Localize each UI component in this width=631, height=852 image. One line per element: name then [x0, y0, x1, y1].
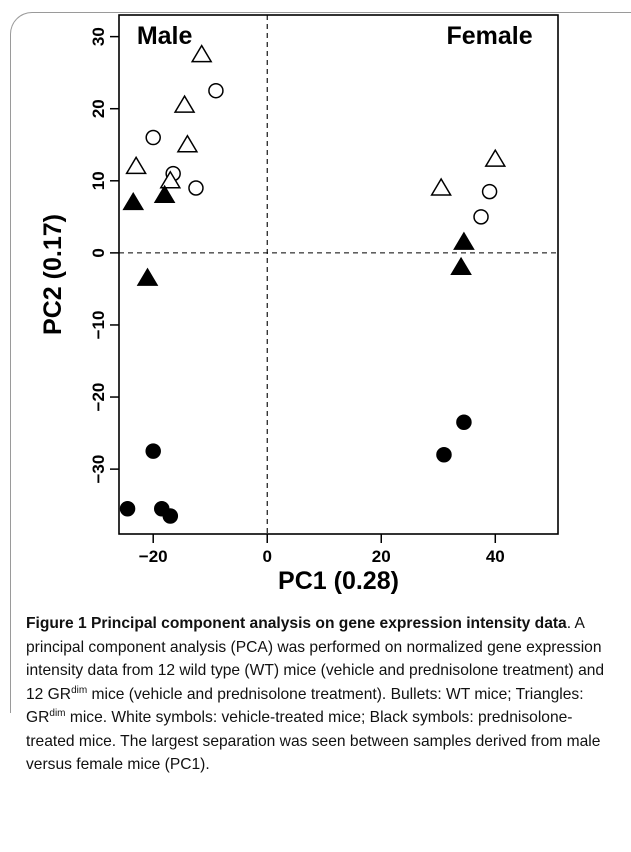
open-circle-point: [188, 180, 204, 196]
filled-circle-point: [456, 414, 472, 431]
figure-frame: [10, 12, 631, 713]
filled-triangle-point: [453, 231, 475, 250]
x-tick-label: 0: [262, 547, 271, 566]
open-triangle-point: [176, 134, 199, 153]
plot-box: [118, 14, 559, 535]
open-triangle-point: [125, 155, 147, 175]
open-circle-point: [208, 82, 224, 99]
y-axis-label: PC2 (0.17): [39, 214, 67, 335]
filled-circle-point: [436, 446, 452, 463]
caption-sup-1: dim: [71, 684, 88, 696]
filled-triangle-point: [122, 191, 145, 211]
plot-layer: −20 0 20 40 −30 −20 −10 0 10 20 30 PC1 (0.28) PC2 (0…: [39, 14, 559, 595]
y-tick-label: −20: [89, 383, 108, 412]
panel-annotation-male: Male: [137, 22, 193, 50]
panel-annotation-female: Female: [446, 22, 532, 50]
filled-circle-point: [162, 508, 179, 524]
y-tick-label: 30: [89, 27, 108, 46]
open-circle-point: [145, 129, 161, 146]
figure-caption: Figure 1 Principal component analysis on…: [26, 612, 618, 777]
x-tick-label: 20: [372, 547, 391, 566]
open-circle-point: [481, 183, 498, 200]
open-triangle-point: [173, 94, 196, 113]
x-tick-label: −20: [139, 547, 168, 566]
open-triangle-point: [159, 170, 182, 189]
open-triangle-point: [484, 148, 507, 167]
y-tick-label: 10: [89, 171, 108, 190]
caption-sup-2: dim: [49, 707, 66, 719]
filled-triangle-point: [450, 256, 472, 276]
x-axis-label: PC1 (0.28): [278, 567, 399, 595]
filled-circle-point: [145, 443, 161, 459]
pca-scatter-chart: −20 0 20 40 −30 −20 −10 0 10 20 30 PC1 (0.28) PC2 (0…: [39, 14, 559, 595]
y-tick-label: −30: [89, 455, 108, 484]
filled-triangle-point: [136, 267, 159, 286]
filled-triangle-point: [153, 184, 176, 203]
caption-body-2: mice (vehicle and prednisolone treatment…: [26, 685, 584, 727]
caption-body-1: . A principal component analysis (PCA) w…: [26, 615, 605, 703]
filled-circle-point: [119, 501, 136, 517]
y-tick-label: −10: [89, 311, 108, 340]
open-triangle-point: [190, 44, 213, 63]
y-tick-label: 20: [89, 99, 108, 118]
y-tick-label: 0: [89, 248, 108, 257]
caption-title: Figure 1 Principal component analysis on…: [26, 615, 567, 632]
open-triangle-point: [430, 177, 452, 196]
caption-body-3: mice. White symbols: vehicle-treated mic…: [26, 709, 601, 773]
open-circle-point: [473, 209, 489, 225]
x-tick-label: 40: [486, 547, 505, 566]
